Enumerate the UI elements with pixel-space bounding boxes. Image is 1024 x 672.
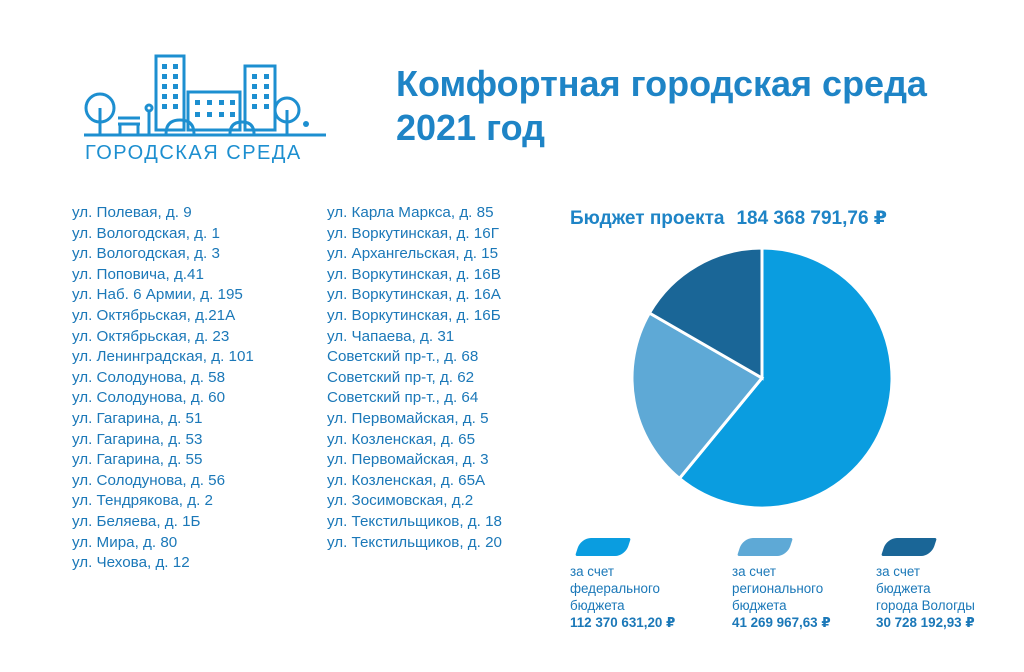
address-item: ул. Зосимовская, д.2 [327,492,474,510]
budget-line: Бюджет проекта 184 368 791,76 ₽ [570,207,887,230]
legend-item: за счет регионального бюджета 41 269 967,… [732,538,892,631]
legend-item: за счет бюджета города Вологды 30 728 192… [876,538,1024,631]
legend-label: за счет регионального бюджета [732,564,824,613]
address-item: ул. Гагарина, д. 53 [72,430,203,448]
address-item: Советский пр-т., д. 68 [327,348,479,366]
address-item: Советский пр-т, д. 62 [327,368,475,386]
address-item: ул. Ленинградская, д. 101 [72,348,254,366]
address-item: ул. Козленская, д. 65А [327,471,486,489]
address-item: ул. Солодунова, д. 60 [72,389,226,407]
title-line-1: Комфортная городская среда [396,63,927,104]
legend-item: за счет федерального бюджета 112 370 631,… [570,538,730,631]
address-item: ул. Первомайская, д. 3 [327,451,489,469]
legend-amount: 112 370 631,20 ₽ [570,615,676,630]
address-item: ул. Солодунова, д. 56 [72,471,226,489]
address-item: ул. Архангельская, д. 15 [327,245,499,263]
logo-text: ГОРОДСКАЯ СРЕДА [85,142,302,164]
page-title: Комфортная городская среда 2021 год [396,62,927,150]
pie-slice [677,246,894,510]
address-list-right: ул. Карла Маркса, д. 85 ул. Воркутинская,… [327,203,502,553]
address-item: ул. Чехова, д. 12 [72,554,190,572]
legend-swatch [737,538,793,556]
legend-swatch [575,538,631,556]
address-item: ул. Чапаева, д. 31 [327,327,455,345]
address-item: ул. Воркутинская, д. 16Г [327,224,499,242]
title-line-2: 2021 год [396,107,545,148]
address-item: ул. Вологодская, д. 3 [72,245,220,263]
legend-label: за счет бюджета города Вологды [876,564,975,613]
budget-pie-chart [630,246,894,510]
address-item: ул. Воркутинская, д. 16Б [327,306,501,324]
address-item: ул. Октябрьская, д.21А [72,306,236,324]
city-logo-icon [84,54,326,137]
legend-amount: 30 728 192,93 ₽ [876,615,975,630]
address-list-left: ул. Полевая, д. 9 ул. Вологодская, д. 1 ул… [72,203,254,574]
legend-swatch [881,538,937,556]
address-item: ул. Солодунова, д. 58 [72,368,226,386]
address-item: ул. Октябрьская, д. 23 [72,327,230,345]
pie-slice [647,246,764,381]
address-item: ул. Карла Маркса, д. 85 [327,204,494,221]
legend-amount: 41 269 967,63 ₽ [732,615,831,630]
address-item: ул. Поповича, д.41 [72,265,204,283]
budget-total: 184 368 791,76 ₽ [736,208,888,229]
logo: ГОРОДСКАЯ СРЕДА [80,50,330,170]
legend-label: за счет федерального бюджета [570,564,660,613]
address-item: ул. Вологодская, д. 1 [72,224,220,242]
pie-slice [630,310,765,481]
address-item: ул. Козленская, д. 65 [327,430,476,448]
address-item: ул. Мира, д. 80 [72,533,178,551]
address-item: ул. Беляева, д. 1Б [72,512,201,530]
address-item: ул. Гагарина, д. 51 [72,409,203,427]
address-item: ул. Полевая, д. 9 [72,204,192,221]
address-item: ул. Текстильщиков, д. 20 [327,533,502,551]
budget-label: Бюджет проекта [570,208,725,229]
address-item: Советский пр-т., д. 64 [327,389,479,407]
address-item: ул. Гагарина, д. 55 [72,451,203,469]
address-item: ул. Текстильщиков, д. 18 [327,512,502,530]
address-item: ул. Первомайская, д. 5 [327,409,489,427]
address-item: ул. Тендрякова, д. 2 [72,492,213,510]
address-item: ул. Воркутинская, д. 16В [327,265,501,283]
address-item: ул. Воркутинская, д. 16А [327,286,501,304]
address-item: ул. Наб. 6 Армии, д. 195 [72,286,243,304]
